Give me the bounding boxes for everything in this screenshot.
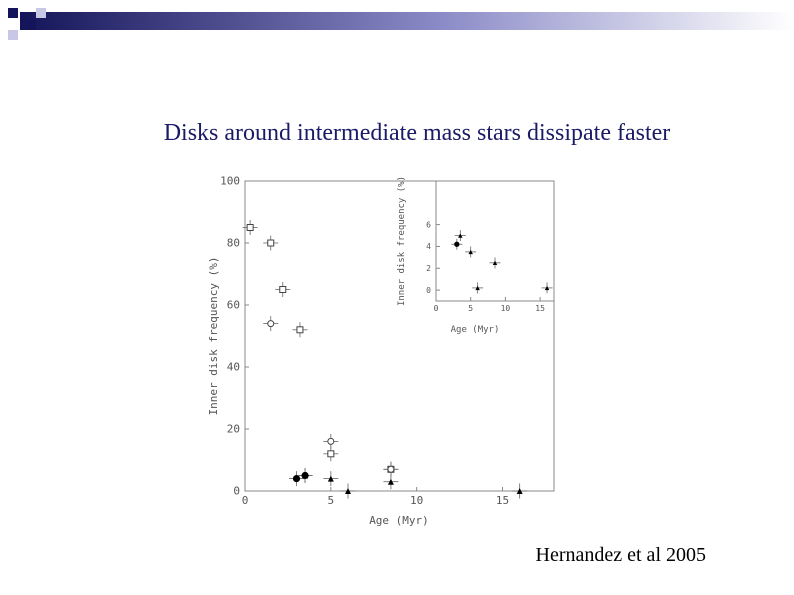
main-marker-square: [267, 239, 275, 247]
inset-ylabel: Inner disk frequency (%): [397, 176, 407, 306]
main-marker-filled-circle: [301, 471, 309, 480]
inset-xtick-label: 15: [535, 304, 545, 313]
main-xtick-label: 10: [410, 494, 423, 507]
main-marker-triangle: [345, 488, 351, 494]
inset-xtick-label: 5: [468, 304, 473, 313]
inset-marker-triangle: [468, 249, 473, 255]
inset-xtick-label: 0: [434, 304, 439, 313]
main-ytick-label: 60: [227, 299, 240, 312]
inset-xtick-label: 10: [501, 304, 511, 313]
main-xtick-label: 15: [496, 494, 509, 507]
main-xtick-label: 5: [328, 494, 335, 507]
inset-ytick-label: 4: [426, 242, 431, 251]
main-ytick-label: 0: [233, 485, 240, 498]
main-chart-frame: [244, 180, 555, 492]
header-decoration: [0, 8, 794, 40]
inset-chart-frame: [435, 180, 555, 302]
header-gradient-bar: [8, 8, 794, 40]
main-marker-triangle: [327, 475, 334, 482]
slide-title: Disks around intermediate mass stars dis…: [163, 120, 671, 146]
inset-xlabel: Age (Myr): [451, 325, 500, 335]
citation: Hernandez et al 2005: [535, 544, 706, 566]
main-marker-triangle: [516, 488, 523, 494]
main-xlabel: Age (Myr): [369, 514, 429, 527]
main-ytick-label: 100: [220, 175, 240, 188]
inset-marker-triangle: [492, 260, 498, 266]
main-marker-square: [327, 450, 335, 458]
main-marker-open-circle: [387, 465, 395, 473]
main-marker-filled-circle: [292, 475, 301, 483]
main-marker-square: [296, 326, 304, 334]
inset-ytick-label: 2: [426, 264, 431, 273]
main-marker-square: [246, 224, 254, 231]
main-ytick-label: 20: [227, 423, 240, 436]
inset-ytick-label: 6: [426, 220, 431, 229]
inset-marker-filled-circle: [454, 241, 460, 247]
inset-marker-triangle: [475, 285, 480, 291]
inset-marker-triangle: [458, 233, 463, 238]
inset-marker-triangle: [544, 285, 550, 291]
main-xtick-label: 0: [242, 494, 249, 507]
main-marker-square: [279, 286, 287, 293]
main-ylabel: Inner disk frequency (%): [207, 257, 220, 416]
main-ytick-label: 40: [227, 361, 240, 374]
main-ytick-label: 80: [227, 237, 240, 250]
main-marker-open-circle: [327, 437, 335, 445]
main-marker-triangle: [387, 478, 394, 485]
main-marker-open-circle: [267, 320, 275, 328]
inset-ytick-label: 0: [426, 286, 431, 295]
